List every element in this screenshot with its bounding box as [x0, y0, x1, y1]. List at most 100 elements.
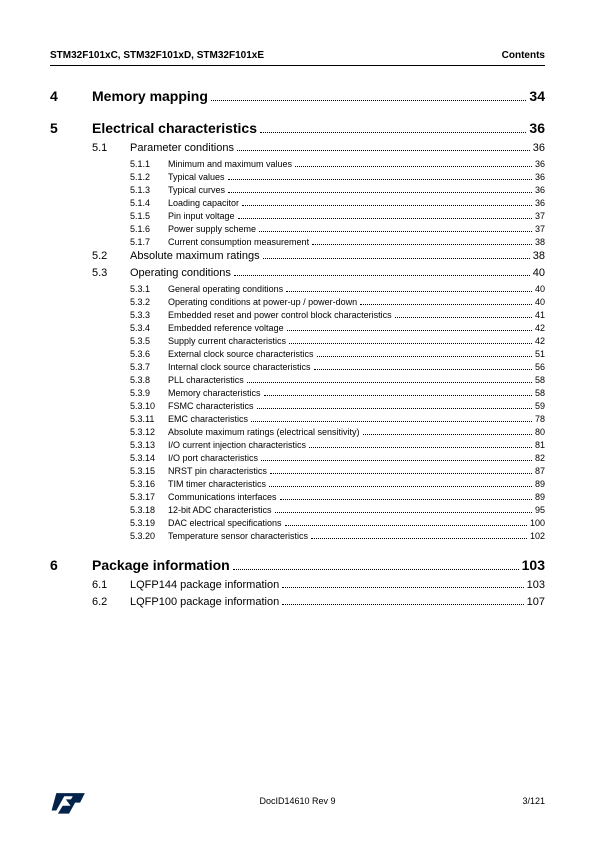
dot-leader	[275, 512, 532, 513]
dot-leader	[234, 275, 530, 276]
dot-leader	[237, 150, 530, 151]
subsection-page: 58	[535, 388, 545, 398]
subsection-page: 36	[535, 198, 545, 208]
dot-leader	[261, 460, 532, 461]
toc-subsection-row: 5.3.9Memory characteristics 58	[130, 388, 545, 398]
toc-subsection-row: 5.3.6External clock source characteristi…	[130, 349, 545, 359]
dot-leader	[309, 447, 532, 448]
toc-section-row: 5.3Operating conditions 40	[92, 267, 545, 279]
subsection-number: 5.3.10	[130, 401, 168, 411]
subsection-title: External clock source characteristics	[168, 349, 314, 359]
dot-leader	[260, 132, 526, 133]
dot-leader	[311, 538, 527, 539]
dot-leader	[360, 304, 532, 305]
chapter-title: Memory mapping	[92, 88, 208, 104]
section-number: 5.1	[92, 142, 130, 154]
subsection-line: External clock source characteristics 51	[168, 349, 545, 359]
subsection-number: 5.1.7	[130, 237, 168, 247]
table-of-contents: 4Memory mapping 345Electrical characteri…	[50, 88, 545, 608]
subsection-line: Memory characteristics 58	[168, 388, 545, 398]
subsection-title: TIM timer characteristics	[168, 479, 266, 489]
subsection-number: 5.3.5	[130, 336, 168, 346]
subsection-number: 5.3.12	[130, 427, 168, 437]
section-title: Parameter conditions	[130, 142, 234, 154]
subsection-line: EMC characteristics 78	[168, 414, 545, 424]
section-number: 5.2	[92, 250, 130, 262]
section-page: 38	[533, 250, 545, 262]
chapter-page: 103	[522, 557, 545, 573]
toc-subsection-row: 5.1.3Typical curves 36	[130, 185, 545, 195]
dot-leader	[270, 473, 532, 474]
subsection-title: General operating conditions	[168, 284, 283, 294]
subsection-page: 42	[535, 336, 545, 346]
toc-subsection-row: 5.1.1Minimum and maximum values 36	[130, 159, 545, 169]
subsection-page: 59	[535, 401, 545, 411]
toc-subsection-row: 5.3.17Communications interfaces 89	[130, 492, 545, 502]
dot-leader	[264, 395, 532, 396]
subsection-title: 12-bit ADC characteristics	[168, 505, 272, 515]
subsection-number: 5.3.11	[130, 414, 168, 424]
subsection-line: Absolute maximum ratings (electrical sen…	[168, 427, 545, 437]
subsection-title: Supply current characteristics	[168, 336, 286, 346]
subsection-line: Supply current characteristics 42	[168, 336, 545, 346]
section-title: LQFP144 package information	[130, 579, 279, 591]
chapter-number: 5	[50, 120, 92, 136]
dot-leader	[269, 486, 532, 487]
page-container: STM32F101xC, STM32F101xD, STM32F101xE Co…	[0, 0, 595, 608]
subsection-number: 5.3.17	[130, 492, 168, 502]
subsection-title: Communications interfaces	[168, 492, 277, 502]
dot-leader	[286, 291, 532, 292]
chapter-number: 6	[50, 557, 92, 573]
toc-subsection-row: 5.3.1812-bit ADC characteristics 95	[130, 505, 545, 515]
header-left: STM32F101xC, STM32F101xD, STM32F101xE	[50, 50, 264, 61]
subsection-title: I/O current injection characteristics	[168, 440, 306, 450]
subsection-number: 5.1.2	[130, 172, 168, 182]
subsection-line: NRST pin characteristics 87	[168, 466, 545, 476]
dot-leader	[314, 369, 532, 370]
dot-leader	[295, 166, 532, 167]
dot-leader	[251, 421, 532, 422]
subsection-line: 12-bit ADC characteristics 95	[168, 505, 545, 515]
subsection-title: Minimum and maximum values	[168, 159, 292, 169]
subsection-page: 38	[535, 237, 545, 247]
chapter-title: Electrical characteristics	[92, 120, 257, 136]
footer-docid: DocID14610 Rev 9	[50, 796, 545, 806]
section-page: 36	[533, 142, 545, 154]
subsection-line: DAC electrical specifications 100	[168, 518, 545, 528]
subsection-line: Communications interfaces 89	[168, 492, 545, 502]
chapter-line: Electrical characteristics 36	[92, 120, 545, 136]
subsection-line: Minimum and maximum values 36	[168, 159, 545, 169]
dot-leader	[242, 205, 532, 206]
dot-leader	[289, 343, 532, 344]
subsection-title: PLL characteristics	[168, 375, 244, 385]
subsection-title: Typical curves	[168, 185, 225, 195]
subsection-title: Power supply scheme	[168, 224, 256, 234]
chapter-line: Memory mapping 34	[92, 88, 545, 104]
subsection-line: TIM timer characteristics 89	[168, 479, 545, 489]
section-page: 40	[533, 267, 545, 279]
subsection-line: Typical curves 36	[168, 185, 545, 195]
subsection-number: 5.3.7	[130, 362, 168, 372]
subsection-number: 5.3.8	[130, 375, 168, 385]
subsection-title: Embedded reference voltage	[168, 323, 284, 333]
section-number: 5.3	[92, 267, 130, 279]
toc-subsection-row: 5.1.7Current consumption measurement 38	[130, 237, 545, 247]
subsection-page: 36	[535, 185, 545, 195]
subsection-title: FSMC characteristics	[168, 401, 254, 411]
subsection-line: Operating conditions at power-up / power…	[168, 297, 545, 307]
toc-subsection-row: 5.3.14I/O port characteristics 82	[130, 453, 545, 463]
dot-leader	[282, 587, 523, 588]
subsection-line: Temperature sensor characteristics 102	[168, 531, 545, 541]
section-line: Absolute maximum ratings 38	[130, 250, 545, 262]
subsection-line: I/O current injection characteristics 81	[168, 440, 545, 450]
subsection-number: 5.3.9	[130, 388, 168, 398]
subsection-line: I/O port characteristics 82	[168, 453, 545, 463]
subsection-line: Pin input voltage 37	[168, 211, 545, 221]
subsection-number: 5.1.3	[130, 185, 168, 195]
dot-leader	[395, 317, 532, 318]
toc-subsection-row: 5.3.1General operating conditions 40	[130, 284, 545, 294]
subsection-number: 5.3.3	[130, 310, 168, 320]
subsection-title: Pin input voltage	[168, 211, 235, 221]
page-header: STM32F101xC, STM32F101xD, STM32F101xE Co…	[50, 50, 545, 66]
subsection-page: 51	[535, 349, 545, 359]
